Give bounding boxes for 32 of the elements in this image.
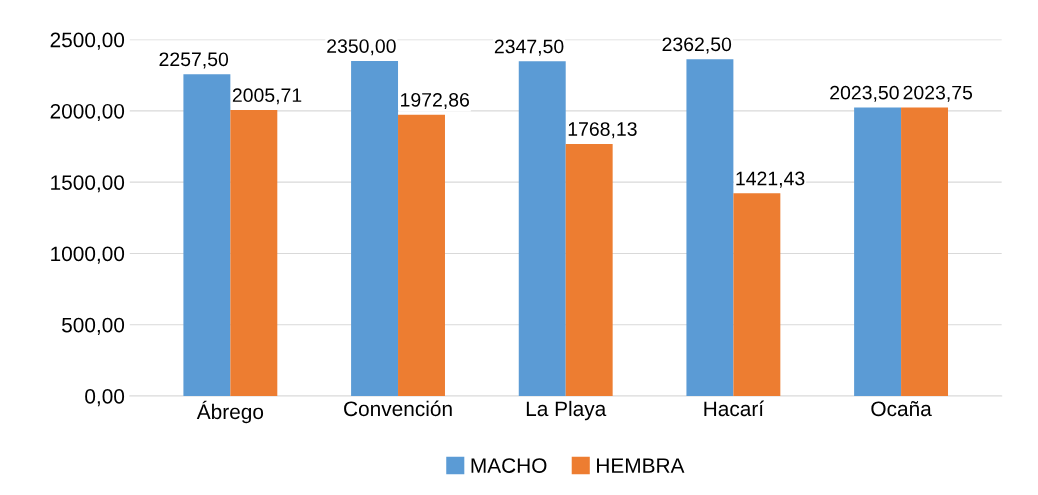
- y-tick-label: 500,00: [62, 317, 125, 335]
- x-tick-label: Hacarí: [704, 400, 764, 417]
- x-tick-label: La Playa: [526, 400, 607, 421]
- y-tick-label: 0,00: [85, 389, 125, 407]
- data-label: 1972,86: [401, 92, 469, 110]
- data-label: 2350,00: [327, 39, 396, 56]
- data-label: 2362,50: [662, 37, 732, 54]
- data-label: 1421,43: [736, 171, 805, 188]
- bar: [230, 110, 278, 396]
- legend-label: HEMBRA: [597, 458, 685, 473]
- bar: [518, 61, 566, 396]
- data-label: 2347,50: [494, 39, 564, 56]
- bar: [565, 143, 613, 396]
- y-tick-label: 2000,00: [50, 103, 125, 122]
- bar: [854, 107, 902, 396]
- legend-label: MACHO: [471, 458, 547, 473]
- bar: [733, 193, 781, 396]
- bar: [686, 59, 734, 396]
- x-tick-label: Convención: [344, 400, 452, 417]
- y-tick-label: 2500,00: [50, 32, 125, 50]
- data-label: 2257,50: [159, 52, 229, 69]
- data-label: 2005,71: [232, 88, 302, 105]
- data-label: 2023,50: [830, 85, 899, 102]
- x-tick-label: Ábrego: [196, 400, 264, 424]
- data-label: 1768,13: [568, 122, 637, 139]
- y-tick-label: 1500,00: [51, 175, 125, 193]
- y-tick-label: 1000,00: [51, 246, 125, 264]
- bar: [901, 107, 949, 396]
- x-tick-label: Ocaña: [871, 401, 932, 417]
- bar: [183, 74, 231, 396]
- data-label: 2023,75: [903, 85, 973, 102]
- bar: [351, 60, 399, 396]
